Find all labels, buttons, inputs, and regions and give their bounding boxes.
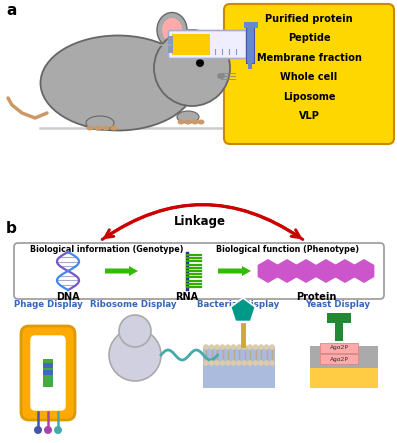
FancyBboxPatch shape bbox=[168, 31, 247, 58]
FancyBboxPatch shape bbox=[21, 326, 75, 420]
Text: Agα2P: Agα2P bbox=[330, 357, 349, 361]
Text: Linkage: Linkage bbox=[174, 215, 226, 228]
Bar bbox=[327, 313, 351, 323]
Ellipse shape bbox=[102, 125, 110, 131]
Ellipse shape bbox=[157, 12, 187, 47]
Text: RNA: RNA bbox=[175, 292, 198, 302]
Ellipse shape bbox=[110, 125, 118, 131]
Text: Agα2P: Agα2P bbox=[330, 346, 349, 350]
Circle shape bbox=[209, 360, 214, 366]
Polygon shape bbox=[335, 259, 355, 283]
Circle shape bbox=[242, 360, 247, 366]
Ellipse shape bbox=[162, 18, 182, 42]
Circle shape bbox=[214, 344, 220, 350]
Text: Biological function (Phenotype): Biological function (Phenotype) bbox=[216, 245, 360, 254]
Bar bbox=[43, 370, 53, 375]
Circle shape bbox=[253, 344, 258, 350]
Circle shape bbox=[34, 426, 42, 434]
Bar bbox=[43, 359, 53, 387]
Bar bbox=[168, 36, 173, 53]
Circle shape bbox=[220, 344, 225, 350]
Text: DNA: DNA bbox=[56, 292, 80, 302]
Text: Phage Display: Phage Display bbox=[13, 300, 82, 309]
Circle shape bbox=[203, 360, 209, 366]
Polygon shape bbox=[296, 259, 316, 283]
Circle shape bbox=[269, 360, 275, 366]
Circle shape bbox=[242, 344, 247, 350]
Text: VLP: VLP bbox=[299, 111, 320, 121]
Ellipse shape bbox=[177, 111, 199, 123]
Circle shape bbox=[258, 344, 264, 350]
Text: b: b bbox=[6, 221, 17, 236]
Ellipse shape bbox=[197, 120, 204, 124]
Bar bbox=[320, 343, 358, 353]
Circle shape bbox=[264, 360, 269, 366]
Ellipse shape bbox=[177, 120, 185, 124]
Polygon shape bbox=[258, 259, 278, 283]
Circle shape bbox=[209, 344, 214, 350]
Text: Purified protein: Purified protein bbox=[265, 14, 353, 24]
Ellipse shape bbox=[94, 125, 102, 131]
Ellipse shape bbox=[185, 120, 191, 124]
Text: Yeast Display: Yeast Display bbox=[306, 300, 370, 309]
FancyBboxPatch shape bbox=[31, 336, 65, 410]
Circle shape bbox=[154, 30, 230, 106]
Bar bbox=[244, 22, 258, 28]
Text: Membrane fraction: Membrane fraction bbox=[256, 53, 361, 63]
Circle shape bbox=[247, 360, 253, 366]
Circle shape bbox=[247, 344, 253, 350]
Circle shape bbox=[119, 315, 151, 347]
Bar bbox=[310, 346, 378, 368]
Circle shape bbox=[109, 329, 161, 381]
Text: Biological information (Genotype): Biological information (Genotype) bbox=[30, 245, 184, 254]
Text: Liposome: Liposome bbox=[283, 92, 335, 102]
Polygon shape bbox=[231, 298, 255, 322]
Polygon shape bbox=[316, 259, 336, 283]
Bar bbox=[320, 354, 358, 364]
Polygon shape bbox=[277, 259, 297, 283]
FancyBboxPatch shape bbox=[14, 243, 384, 299]
Text: Whole cell: Whole cell bbox=[280, 72, 337, 82]
Bar bbox=[43, 363, 53, 368]
Circle shape bbox=[225, 344, 231, 350]
Circle shape bbox=[54, 426, 62, 434]
Ellipse shape bbox=[87, 125, 94, 131]
Circle shape bbox=[225, 360, 231, 366]
Text: Bacterial Display: Bacterial Display bbox=[197, 300, 279, 309]
Text: a: a bbox=[6, 3, 16, 18]
Circle shape bbox=[44, 426, 52, 434]
Circle shape bbox=[220, 360, 225, 366]
FancyBboxPatch shape bbox=[224, 4, 394, 144]
Bar bbox=[203, 346, 275, 388]
Circle shape bbox=[196, 59, 204, 67]
Circle shape bbox=[231, 360, 236, 366]
Circle shape bbox=[236, 360, 242, 366]
FancyArrow shape bbox=[218, 266, 251, 276]
Circle shape bbox=[258, 360, 264, 366]
Circle shape bbox=[203, 344, 209, 350]
Circle shape bbox=[231, 344, 236, 350]
Circle shape bbox=[253, 360, 258, 366]
Circle shape bbox=[236, 344, 242, 350]
Ellipse shape bbox=[217, 73, 225, 79]
Ellipse shape bbox=[191, 120, 198, 124]
Text: Ribosome Display: Ribosome Display bbox=[90, 300, 176, 309]
Ellipse shape bbox=[40, 35, 195, 131]
Circle shape bbox=[214, 360, 220, 366]
Text: Protein: Protein bbox=[296, 292, 336, 302]
Ellipse shape bbox=[86, 116, 114, 130]
Bar bbox=[310, 368, 378, 388]
Text: Peptide: Peptide bbox=[288, 33, 330, 43]
Circle shape bbox=[264, 344, 269, 350]
Circle shape bbox=[269, 344, 275, 350]
FancyArrow shape bbox=[105, 266, 138, 276]
Bar bbox=[335, 319, 343, 341]
Polygon shape bbox=[354, 259, 374, 283]
Bar bbox=[172, 34, 210, 55]
Bar bbox=[248, 61, 252, 69]
Bar bbox=[246, 26, 254, 63]
